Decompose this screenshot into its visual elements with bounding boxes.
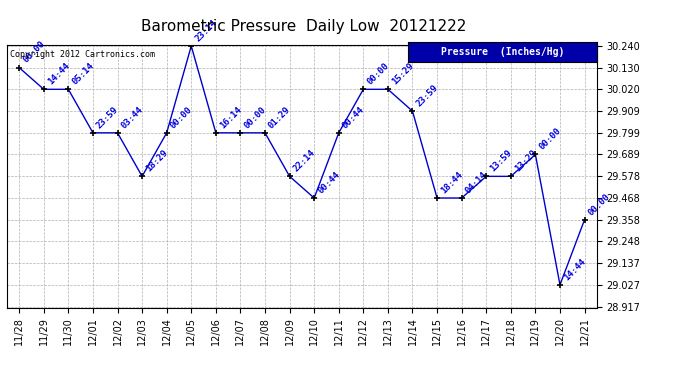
Text: 23:14: 23:14 — [193, 18, 219, 43]
Text: 16:14: 16:14 — [218, 105, 243, 130]
Text: 00:00: 00:00 — [168, 105, 194, 130]
Text: 23:59: 23:59 — [95, 105, 120, 130]
Text: 00:00: 00:00 — [586, 192, 612, 217]
Text: 00:00: 00:00 — [538, 126, 563, 152]
Text: 00:44: 00:44 — [316, 170, 342, 195]
Text: 15:29: 15:29 — [390, 61, 415, 87]
Text: Copyright 2012 Cartronics.com: Copyright 2012 Cartronics.com — [10, 50, 155, 59]
Text: 03:44: 03:44 — [119, 105, 145, 130]
Text: 00:00: 00:00 — [365, 61, 391, 87]
Text: 18:44: 18:44 — [439, 170, 464, 195]
Text: 14:44: 14:44 — [562, 257, 587, 282]
Text: 01:29: 01:29 — [267, 105, 293, 130]
Text: 00:00: 00:00 — [21, 39, 46, 65]
Text: 05:14: 05:14 — [70, 61, 96, 87]
Text: 23:59: 23:59 — [415, 83, 440, 108]
Text: 04:14: 04:14 — [464, 170, 489, 195]
Text: 13:59: 13:59 — [489, 148, 513, 174]
Text: 13:29: 13:29 — [513, 148, 538, 174]
Text: 14:44: 14:44 — [46, 61, 71, 87]
Text: 18:29: 18:29 — [144, 148, 170, 174]
Text: 00:00: 00:00 — [242, 105, 268, 130]
Text: 00:44: 00:44 — [341, 105, 366, 130]
Text: Barometric Pressure  Daily Low  20121222: Barometric Pressure Daily Low 20121222 — [141, 19, 466, 34]
Text: 22:14: 22:14 — [292, 148, 317, 174]
